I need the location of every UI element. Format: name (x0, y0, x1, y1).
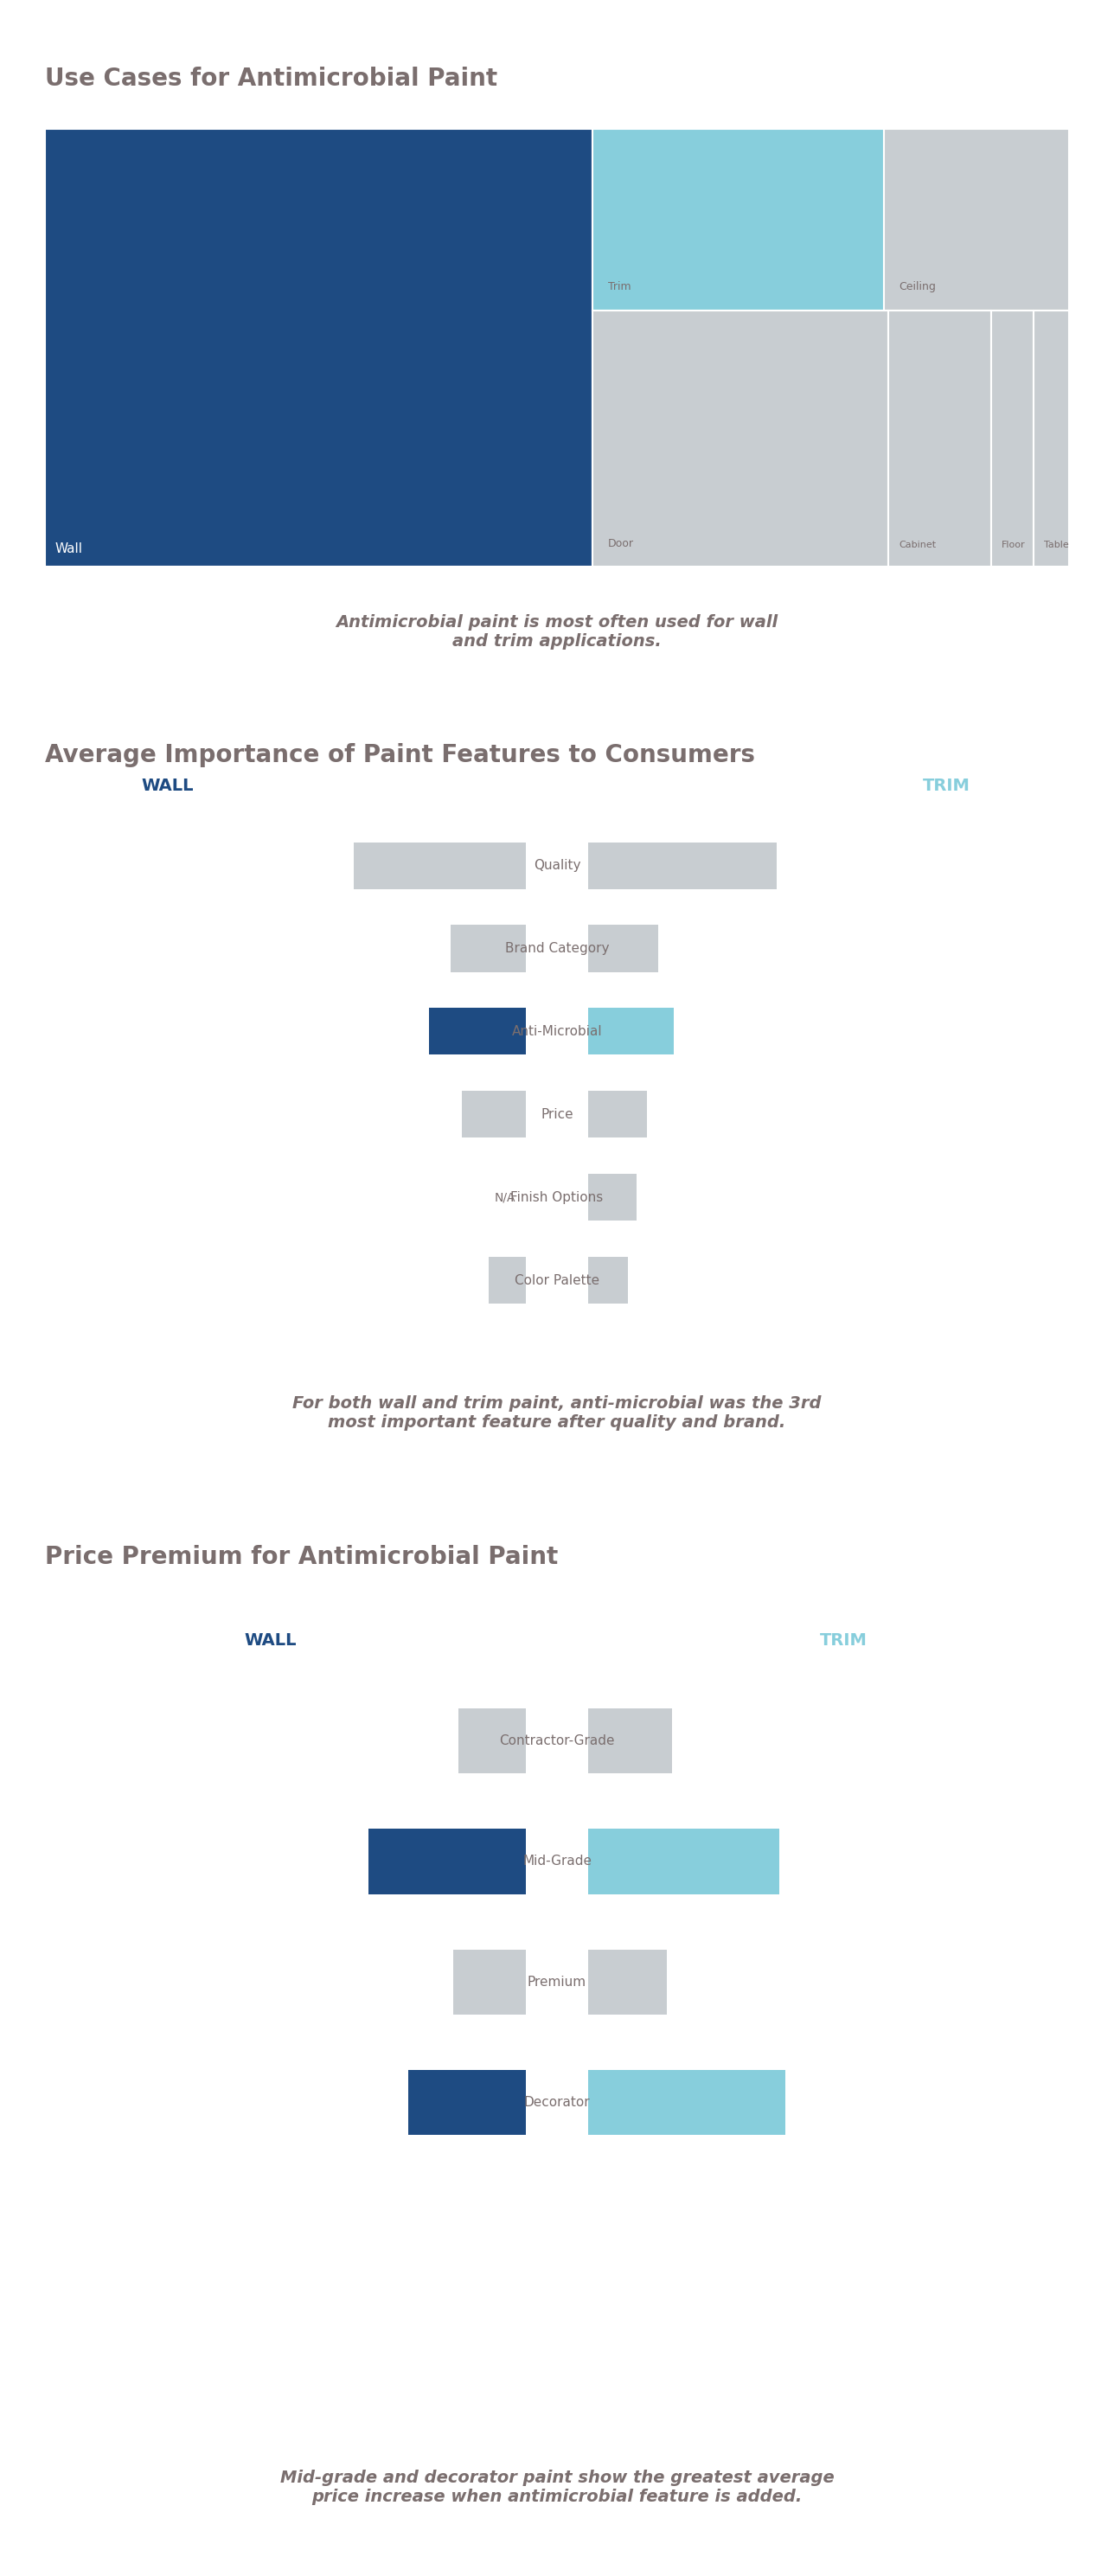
Bar (429, 1007, 526, 1056)
Bar (588, 842, 776, 889)
Bar (588, 2071, 785, 2136)
Bar (883, 129, 1069, 312)
Bar (593, 129, 883, 312)
Bar (461, 1092, 526, 1139)
Bar (588, 925, 658, 971)
Text: Door: Door (608, 538, 634, 549)
Bar (1034, 312, 1069, 567)
Text: Contractor-Grade: Contractor-Grade (499, 1734, 615, 1747)
Text: Quality: Quality (534, 858, 580, 873)
Text: Finish Options: Finish Options (510, 1190, 604, 1203)
Text: Use Cases for Antimicrobial Paint: Use Cases for Antimicrobial Paint (45, 67, 497, 90)
Text: Premium: Premium (528, 1976, 586, 1989)
Text: Price Premium for Antimicrobial Paint: Price Premium for Antimicrobial Paint (45, 1546, 558, 1569)
Text: Trim: Trim (608, 281, 632, 294)
Text: Cabinet: Cabinet (899, 541, 936, 549)
Text: Antimicrobial paint is most often used for wall
and trim applications.: Antimicrobial paint is most often used f… (336, 616, 778, 649)
Bar (888, 312, 990, 567)
Bar (588, 1175, 636, 1221)
Text: TRIM: TRIM (922, 778, 970, 793)
Text: WALL: WALL (244, 1633, 296, 1649)
Bar (489, 1257, 526, 1303)
Text: For both wall and trim paint, anti-microbial was the 3rd
most important feature : For both wall and trim paint, anti-micro… (293, 1396, 821, 1432)
Text: Price: Price (540, 1108, 574, 1121)
Text: Brand Category: Brand Category (505, 943, 609, 956)
Bar (353, 842, 526, 889)
Text: Wall: Wall (55, 541, 82, 556)
Bar (451, 925, 526, 971)
Bar (588, 1829, 780, 1893)
Bar (588, 1257, 628, 1303)
Text: Decorator: Decorator (524, 2097, 590, 2110)
Bar (453, 1950, 526, 2014)
Bar (990, 312, 1034, 567)
Text: Mid-grade and decorator paint show the greatest average
price increase when anti: Mid-grade and decorator paint show the g… (280, 2470, 834, 2504)
Bar (588, 1708, 672, 1772)
Text: Color Palette: Color Palette (515, 1273, 599, 1288)
Bar (459, 1708, 526, 1772)
Bar (369, 1829, 526, 1893)
Bar (588, 1092, 647, 1139)
Text: Ceiling: Ceiling (899, 281, 936, 294)
Text: Anti-Microbial: Anti-Microbial (511, 1025, 603, 1038)
Bar (593, 312, 888, 567)
Text: N/A: N/A (495, 1190, 516, 1203)
Text: Table: Table (1044, 541, 1068, 549)
Text: Mid-Grade: Mid-Grade (522, 1855, 592, 1868)
Bar (588, 1950, 666, 2014)
Text: WALL: WALL (141, 778, 194, 793)
Bar (45, 129, 593, 567)
Text: Floor: Floor (1001, 541, 1025, 549)
Bar (588, 1007, 674, 1056)
Text: Average Importance of Paint Features to Consumers: Average Importance of Paint Features to … (45, 742, 754, 768)
Bar (408, 2071, 526, 2136)
Text: TRIM: TRIM (820, 1633, 868, 1649)
